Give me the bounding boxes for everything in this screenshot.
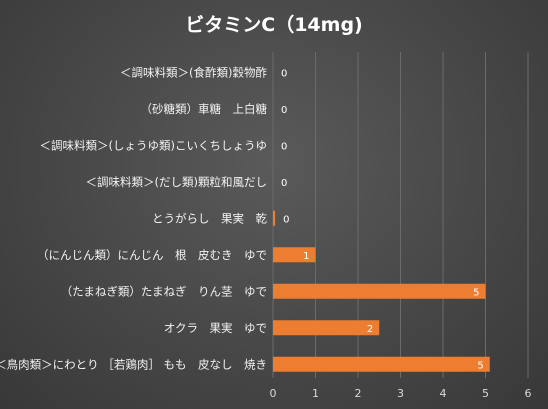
data-label: 1	[303, 251, 309, 262]
data-label: 0	[283, 214, 289, 225]
chart-title: ビタミンC（14mg)	[185, 13, 362, 36]
x-tick-label: 2	[355, 387, 362, 400]
data-label: 2	[367, 324, 373, 335]
category-label: とうがらし 果実 乾	[152, 211, 267, 225]
category-labels: ＜調味料類＞(食酢類)穀物酢 （砂糖類）車糖 上白糖 ＜調味料類＞(しょうゆ類)こい…	[0, 65, 267, 371]
bar	[273, 320, 380, 336]
grid-lines	[272, 52, 529, 378]
bar	[273, 356, 490, 372]
data-labels: 0 0 0 0 0 1 5 2 5	[281, 68, 484, 371]
bars	[273, 210, 490, 372]
data-label: 5	[477, 360, 483, 371]
category-label: オクラ 果実 ゆで	[164, 321, 267, 335]
bar	[273, 210, 276, 226]
category-label: （砂糖類）車糖 上白糖	[141, 102, 268, 116]
bar	[273, 247, 316, 263]
category-label: ＜鳥肉類＞にわとり ［若鶏肉］ もも 皮なし 焼き	[0, 357, 267, 371]
x-tick-label: 5	[482, 387, 489, 400]
category-label: （にんじん類）にんじん 根 皮むき ゆで	[37, 248, 267, 262]
data-label: 5	[473, 287, 479, 298]
x-tick-label: 0	[270, 387, 277, 400]
data-label: 0	[281, 178, 287, 189]
x-tick-label: 4	[440, 387, 447, 400]
x-axis-ticks: 0 1 2 3 4 5 6	[270, 387, 532, 400]
data-label: 0	[281, 105, 287, 116]
x-tick-label: 6	[525, 387, 532, 400]
category-label: ＜調味料類＞(だし類)顆粒和風だし	[86, 175, 267, 189]
category-label: ＜調味料類＞(しょうゆ類)こいくちしょうゆ	[40, 138, 267, 152]
x-tick-label: 3	[397, 387, 404, 400]
bar	[273, 283, 486, 299]
data-label: 0	[281, 68, 287, 79]
x-tick-label: 1	[312, 387, 319, 400]
data-label: 0	[281, 141, 287, 152]
category-label: ＜調味料類＞(食酢類)穀物酢	[120, 65, 267, 79]
category-label: （たまねぎ類）たまねぎ りん茎 ゆで	[61, 284, 267, 298]
